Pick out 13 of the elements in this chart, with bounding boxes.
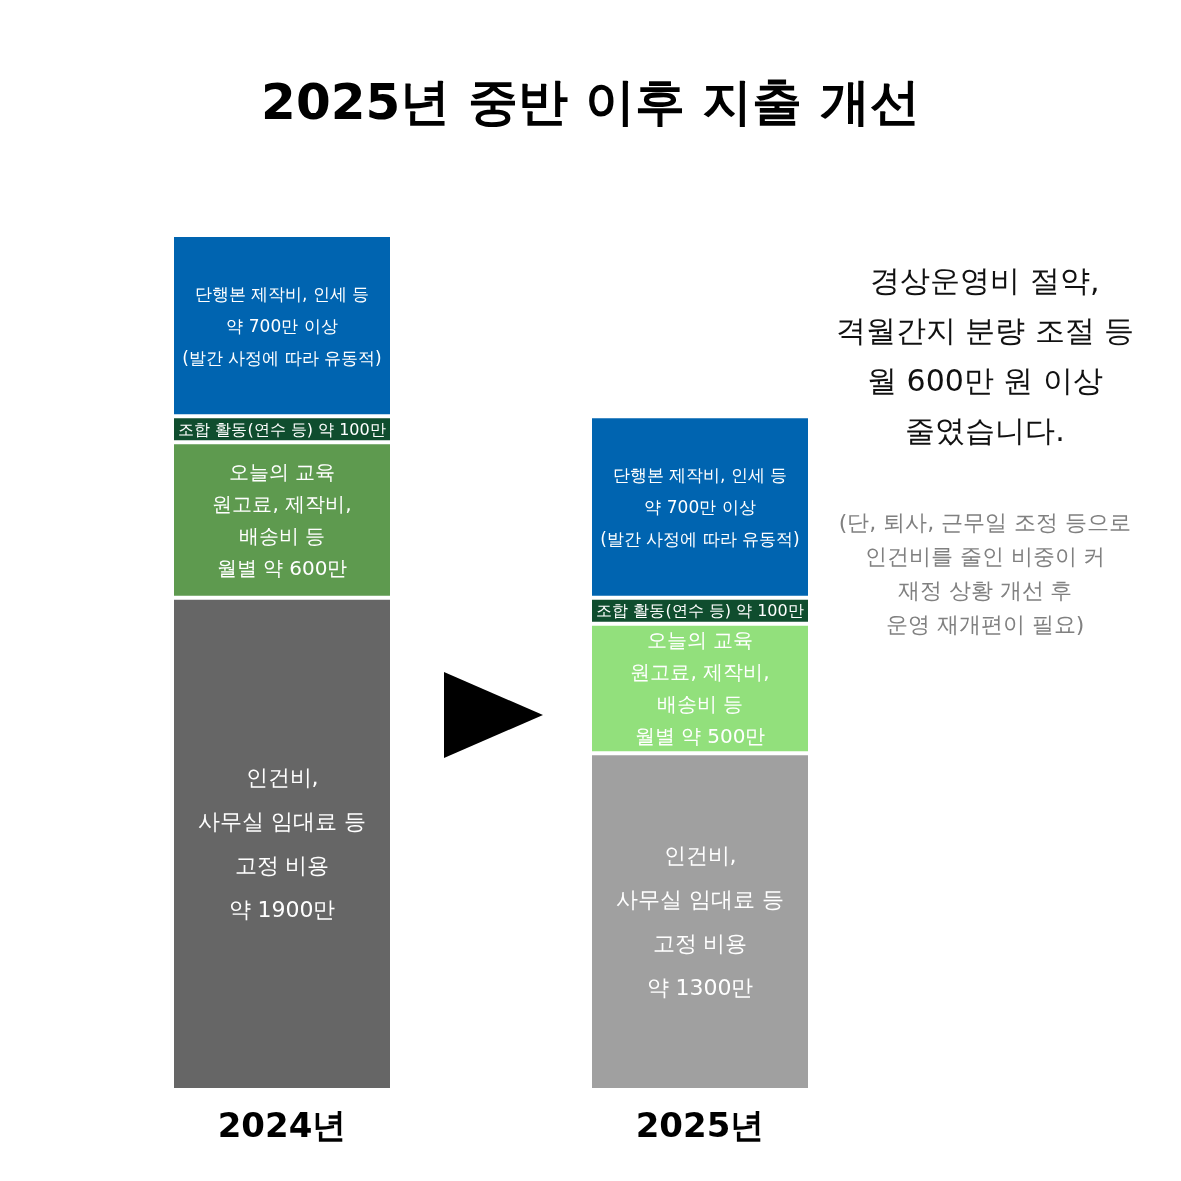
data-label: 단행본 제작비, 인세 등 약 700만 이상 (발간 사정에 따라 유동적)	[600, 465, 800, 550]
data-label: 조합 활동(연수 등) 약 100만	[596, 601, 804, 621]
data-label: 단행본 제작비, 인세 등 약 700만 이상 (발간 사정에 따라 유동적)	[182, 283, 382, 368]
x-tick-label: 2025년	[635, 1105, 765, 1145]
annotation: 경상운영비 절약, 격월간지 분량 조절 등 월 600만 원 이상 줄였습니다.	[835, 262, 1135, 448]
data-label: 인건비, 사무실 임대료 등 고정 비용 약 1300만	[616, 843, 784, 1001]
data-label: 오늘의 교육 원고료, 제작비, 배송비 등 월별 약 500만	[630, 628, 770, 749]
data-label: 오늘의 교육 원고료, 제작비, 배송비 등 월별 약 600만	[212, 460, 352, 580]
annotation: (단, 퇴사, 근무일 조정 등으로 인건비를 줄인 비중이 커 재정 상황 개선 후 운영 재개편이 필요)	[838, 509, 1132, 637]
data-label: 인건비, 사무실 임대료 등 고정 비용 약 1900만	[198, 765, 366, 923]
chart-title: 2025년 중반 이후 지출 개선	[261, 73, 920, 131]
x-tick-label: 2024년	[217, 1105, 347, 1145]
data-label: 조합 활동(연수 등) 약 100만	[178, 419, 386, 439]
